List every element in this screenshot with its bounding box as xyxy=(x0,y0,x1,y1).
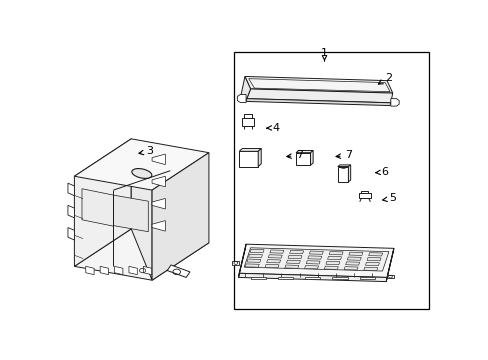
Polygon shape xyxy=(266,260,280,263)
Polygon shape xyxy=(277,278,292,279)
Polygon shape xyxy=(269,250,283,253)
Text: 3: 3 xyxy=(139,146,153,156)
Polygon shape xyxy=(68,228,74,240)
Text: 4: 4 xyxy=(266,123,279,133)
Polygon shape xyxy=(286,260,300,264)
Polygon shape xyxy=(264,265,279,268)
Polygon shape xyxy=(327,256,341,260)
Polygon shape xyxy=(152,154,165,165)
Polygon shape xyxy=(232,261,239,265)
Polygon shape xyxy=(244,114,251,118)
Polygon shape xyxy=(239,149,261,151)
Polygon shape xyxy=(246,259,260,262)
Polygon shape xyxy=(258,149,261,167)
Polygon shape xyxy=(82,189,113,226)
Polygon shape xyxy=(244,76,392,93)
Polygon shape xyxy=(305,278,320,279)
Polygon shape xyxy=(152,221,165,231)
Polygon shape xyxy=(289,251,303,254)
Polygon shape xyxy=(238,273,386,282)
Polygon shape xyxy=(284,265,298,268)
Polygon shape xyxy=(74,229,208,280)
Polygon shape xyxy=(348,252,362,255)
Polygon shape xyxy=(114,266,122,275)
Polygon shape xyxy=(85,266,94,275)
Polygon shape xyxy=(307,256,321,259)
Polygon shape xyxy=(152,176,165,187)
Polygon shape xyxy=(324,266,338,269)
Polygon shape xyxy=(268,255,282,258)
Polygon shape xyxy=(346,257,361,260)
Polygon shape xyxy=(152,153,208,280)
Polygon shape xyxy=(68,183,74,195)
Polygon shape xyxy=(143,266,151,275)
Polygon shape xyxy=(100,266,108,275)
Polygon shape xyxy=(328,252,343,255)
Polygon shape xyxy=(239,244,393,278)
Polygon shape xyxy=(241,76,250,99)
Polygon shape xyxy=(237,94,245,103)
Polygon shape xyxy=(287,255,302,258)
Polygon shape xyxy=(365,262,379,266)
Polygon shape xyxy=(249,249,264,253)
Bar xyxy=(233,51,428,309)
Polygon shape xyxy=(248,254,262,257)
Polygon shape xyxy=(246,89,392,103)
Polygon shape xyxy=(68,205,74,218)
Polygon shape xyxy=(390,99,398,106)
Polygon shape xyxy=(325,261,339,265)
Ellipse shape xyxy=(132,168,152,179)
Polygon shape xyxy=(304,266,318,269)
Polygon shape xyxy=(74,139,208,190)
Polygon shape xyxy=(310,150,312,165)
Polygon shape xyxy=(245,264,259,267)
Text: 7: 7 xyxy=(335,150,352,161)
Polygon shape xyxy=(131,139,152,280)
Text: 6: 6 xyxy=(375,167,388,177)
Polygon shape xyxy=(74,139,131,266)
Polygon shape xyxy=(359,278,374,279)
Polygon shape xyxy=(242,118,253,126)
Polygon shape xyxy=(386,275,393,278)
Polygon shape xyxy=(337,165,350,167)
Polygon shape xyxy=(296,150,312,153)
Polygon shape xyxy=(363,267,377,270)
Polygon shape xyxy=(344,267,357,270)
Polygon shape xyxy=(345,262,359,265)
Polygon shape xyxy=(332,278,347,279)
Polygon shape xyxy=(296,153,310,165)
Polygon shape xyxy=(167,265,189,278)
Polygon shape xyxy=(113,195,148,232)
Text: 2: 2 xyxy=(378,73,392,84)
Polygon shape xyxy=(360,191,367,193)
Polygon shape xyxy=(305,261,320,264)
Polygon shape xyxy=(366,257,380,261)
Polygon shape xyxy=(244,248,388,271)
Polygon shape xyxy=(337,167,347,182)
Polygon shape xyxy=(245,99,390,105)
Polygon shape xyxy=(250,278,265,279)
Text: 5: 5 xyxy=(382,193,395,203)
Polygon shape xyxy=(309,251,323,254)
Polygon shape xyxy=(347,165,350,182)
Text: 7: 7 xyxy=(286,150,303,161)
Text: 1: 1 xyxy=(320,48,327,61)
Polygon shape xyxy=(368,253,382,256)
Polygon shape xyxy=(386,248,393,282)
Polygon shape xyxy=(129,266,137,275)
Polygon shape xyxy=(239,151,258,167)
Polygon shape xyxy=(358,193,370,198)
Polygon shape xyxy=(152,198,165,209)
Polygon shape xyxy=(238,244,245,278)
